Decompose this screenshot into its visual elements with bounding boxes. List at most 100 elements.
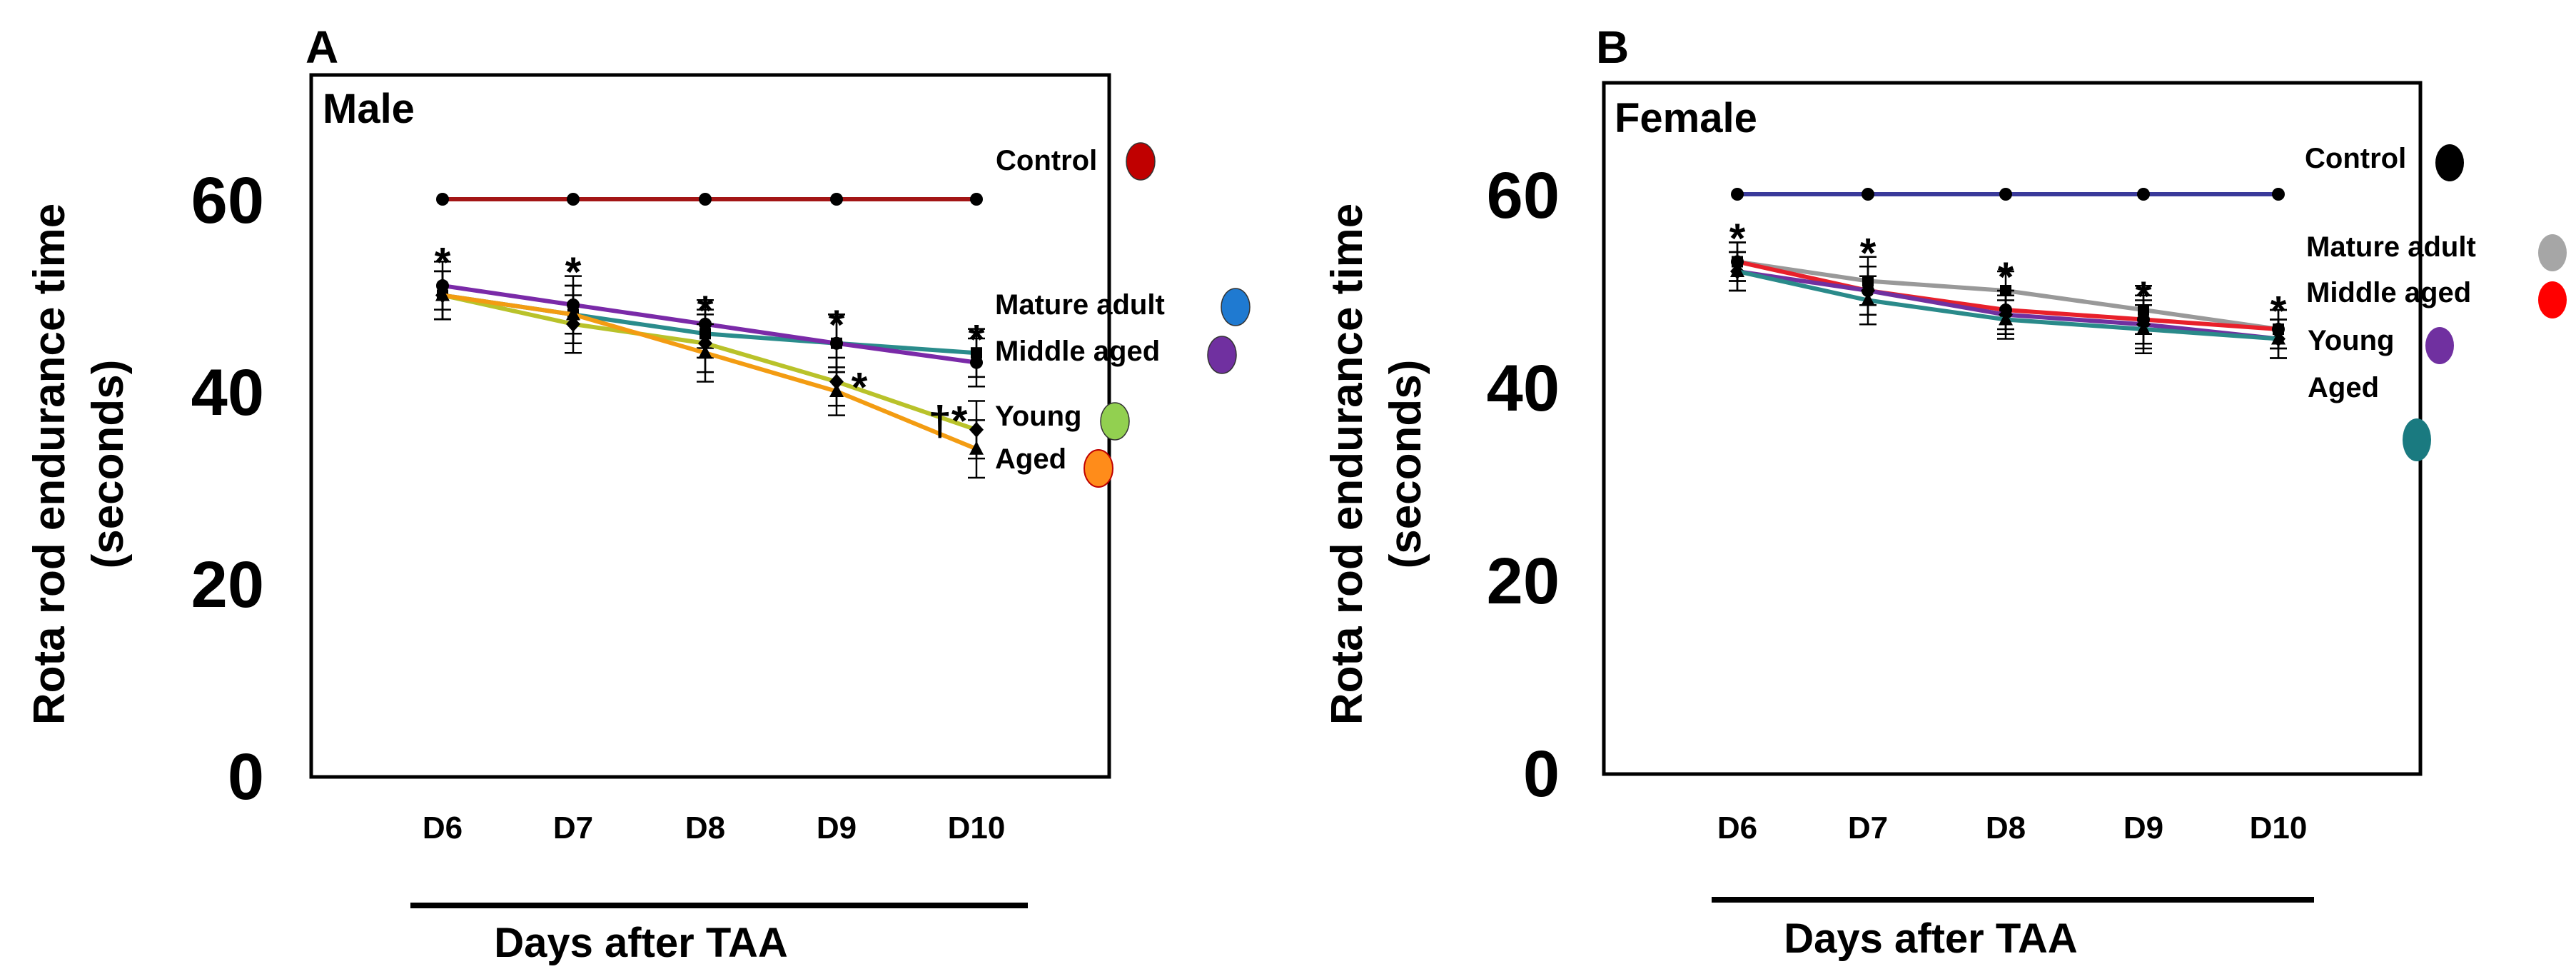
panel-a-legend: Control Mature adult Middle aged Young A… (995, 142, 1251, 488)
panel-a-ylabel-line1: Rota rod endurance time (25, 204, 74, 725)
legend-a-middle-aged-label: Middle aged (995, 336, 1160, 367)
significance-marker: * (1860, 230, 1877, 276)
legend-a-control-marker (1126, 142, 1156, 181)
y-tick-label-60: 60 (191, 164, 264, 237)
x-tick-label-d9: D9 (817, 810, 857, 845)
significance-marker: †* (929, 398, 968, 445)
significance-marker: * (565, 249, 582, 296)
legend-b-mature-adult-marker (2538, 234, 2567, 271)
significance-marker: * (1998, 254, 2014, 301)
panel-b-xlabel: Days after TAA (1784, 915, 2078, 962)
x-tick-label-d7: D7 (553, 810, 593, 845)
legend-b-control-label: Control (2305, 143, 2406, 174)
x-tick-label-d8: D8 (1986, 810, 2026, 845)
significance-marker: * (2271, 288, 2287, 334)
series-aged (1729, 251, 2287, 359)
legend-a-aged-label: Aged (995, 443, 1066, 475)
panel-b-y-ticks: 0 20 40 60 (1487, 159, 1560, 810)
panel-b-letter: B (1596, 21, 1629, 73)
panel-b-title: Female (1615, 95, 1757, 141)
legend-a-middle-aged-marker (1207, 336, 1237, 374)
data-point-control (1862, 188, 1874, 201)
legend-a-aged-marker (1084, 449, 1113, 488)
data-point-aged (566, 306, 580, 321)
series-control (436, 193, 983, 206)
panel-b-annotations: * * * * * (1729, 216, 2287, 334)
panel-b-series (1729, 188, 2287, 359)
data-point-control (830, 193, 843, 206)
panel-a: A Male Rota rod endurance time (seconds)… (25, 21, 1251, 966)
legend-a-young-marker (1100, 402, 1130, 441)
panel-b-legend: Control Mature adult Middle aged Young A… (2305, 143, 2567, 461)
data-point-aged (2136, 321, 2151, 335)
panel-b-ylabel-line1: Rota rod endurance time (1323, 204, 1372, 725)
series-aged (434, 270, 985, 479)
legend-a-control-label: Control (996, 145, 1097, 176)
legend-b-aged-marker (2403, 418, 2431, 461)
data-point-aged (969, 441, 984, 455)
data-point-aged (1861, 292, 1875, 306)
legend-b-middle-aged-marker (2538, 281, 2567, 318)
y-tick-label-20: 20 (191, 548, 264, 621)
x-tick-label-d10: D10 (948, 810, 1006, 845)
x-tick-label-d10: D10 (2250, 810, 2308, 845)
legend-b-middle-aged-label: Middle aged (2306, 277, 2471, 308)
panel-a-ylabel-line2: (seconds) (84, 360, 133, 569)
data-point-control (2137, 188, 2150, 201)
panel-a-x-ticks: D6 D7 D8 D9 D10 (423, 810, 1005, 845)
panel-a-title: Male (323, 86, 415, 132)
significance-marker: * (697, 288, 714, 334)
significance-marker: * (829, 302, 845, 348)
x-tick-label-d9: D9 (2123, 810, 2163, 845)
data-point-control (436, 193, 449, 206)
legend-b-mature-adult-label: Mature adult (2306, 231, 2476, 263)
significance-marker: * (2136, 273, 2152, 320)
panel-a-letter: A (305, 21, 338, 73)
significance-marker: * (1729, 216, 1746, 262)
data-point-aged (698, 345, 712, 359)
panel-a-plot-frame (309, 73, 1111, 779)
y-tick-label-20: 20 (1487, 545, 1560, 618)
panel-a-annotations: * ** * **†* (435, 240, 985, 445)
significance-marker: * (435, 240, 451, 286)
legend-a-young-label: Young (995, 401, 1081, 432)
data-point-aged (2271, 331, 2285, 345)
panel-a-xlabel: Days after TAA (494, 920, 788, 966)
data-point-aged (829, 383, 844, 397)
data-point-middle-aged (970, 356, 983, 369)
data-point-control (1731, 188, 1744, 201)
significance-marker: * (852, 365, 868, 411)
panel-b-ylabel-line2: (seconds) (1381, 360, 1430, 569)
x-tick-label-d8: D8 (685, 810, 725, 845)
legend-b-aged-label: Aged (2308, 372, 2379, 403)
data-point-control (699, 193, 712, 206)
legend-b-young-marker (2425, 327, 2454, 364)
y-tick-label-60: 60 (1487, 159, 1560, 232)
panel-b: B Female Rota rod endurance time (second… (1323, 21, 2567, 962)
panel-a-y-ticks: 0 20 40 60 (191, 164, 264, 813)
y-tick-label-40: 40 (1487, 352, 1560, 425)
significance-marker: * (969, 316, 985, 363)
data-point-aged (435, 287, 450, 301)
legend-a-mature-adult-marker (1221, 288, 1251, 326)
y-tick-label-40: 40 (191, 356, 264, 429)
y-tick-label-0: 0 (1523, 738, 1560, 810)
data-point-control (970, 193, 983, 206)
panel-b-plot-frame (1602, 81, 2423, 776)
y-tick-label-0: 0 (228, 740, 264, 813)
data-point-control (1999, 188, 2012, 201)
panel-b-x-ticks: D6 D7 D8 D9 D10 (1717, 810, 2307, 845)
series-control (1731, 188, 2285, 201)
x-tick-label-d6: D6 (423, 810, 463, 845)
data-point-control (2272, 188, 2285, 201)
x-tick-label-d7: D7 (1848, 810, 1888, 845)
data-point-aged (1999, 311, 2013, 326)
legend-b-control-marker (2435, 144, 2464, 181)
data-point-control (567, 193, 580, 206)
legend-a-mature-adult-label: Mature adult (995, 289, 1165, 321)
legend-b-young-label: Young (2308, 325, 2394, 356)
data-point-middle-aged (830, 336, 843, 350)
data-point-aged (1730, 263, 1744, 277)
x-tick-label-d6: D6 (1717, 810, 1757, 845)
